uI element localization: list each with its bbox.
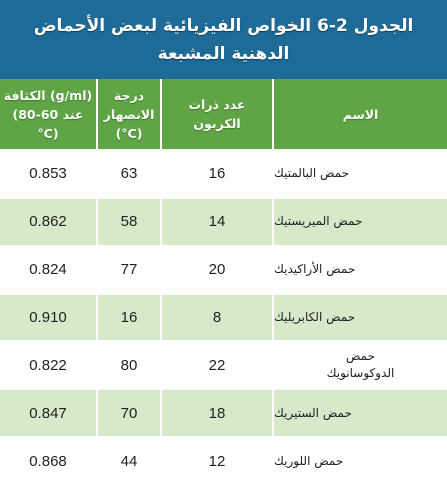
table-cell-name-line1: حمض — [345, 349, 376, 364]
table-cell-density: 0.822 — [0, 342, 98, 391]
table-cell-density: 0.868 — [0, 438, 98, 486]
header-density-line2: (عند 60-80 °C) — [12, 106, 84, 141]
table-cell-name: حمض الكابريليك — [274, 294, 447, 343]
table-cell-carbons: 16 — [162, 151, 274, 199]
table-cell-melting: 16 — [98, 294, 162, 343]
table-title-line2: الدهنية المشبعة — [157, 43, 290, 64]
table-title-line1: الجدول 2-6 الخواص الفيزيائية لبعض الأحما… — [33, 15, 414, 36]
table-cell-carbons: 20 — [162, 246, 274, 295]
header-carbons-line2: الكربون — [193, 116, 241, 131]
table-cell-carbons: 18 — [162, 390, 274, 439]
table-cell-density: 0.862 — [0, 198, 98, 247]
table-cell-carbons: 12 — [162, 438, 274, 486]
table-cell-density: 0.847 — [0, 390, 98, 439]
table-cell-carbons: 22 — [162, 342, 274, 391]
table-cell-melting: 70 — [98, 390, 162, 439]
table-cell-name: حمض الستيريك — [274, 390, 447, 439]
table-cell-melting: 44 — [98, 438, 162, 486]
table-cell-name: حمض الأراكيديك — [274, 246, 447, 295]
table-cell-melting: 77 — [98, 246, 162, 295]
table-cell-density: 0.910 — [0, 294, 98, 343]
header-name: الاسم — [274, 79, 447, 151]
table-cell-name: حمض الميريستيك — [274, 198, 447, 247]
header-carbon-count: عدد ذرات الكربون — [162, 79, 274, 151]
table-cell-carbons: 14 — [162, 198, 274, 247]
header-melting-point: درجة الانصهار (°C) — [98, 79, 162, 151]
table-cell-melting: 63 — [98, 151, 162, 199]
header-carbons-line1: عدد ذرات — [188, 97, 246, 112]
table-cell-density: 0.824 — [0, 246, 98, 295]
table-cell-melting: 80 — [98, 342, 162, 391]
header-name-label: الاسم — [342, 106, 379, 122]
table-cell-name: حمض الدوكوسانويك — [274, 342, 447, 391]
table-cell-density: 0.853 — [0, 151, 98, 199]
table-cell-carbons: 8 — [162, 294, 274, 343]
header-melting-line1: درجة الانصهار — [103, 87, 155, 122]
table-cell-name: حمض البالمتيك — [274, 151, 447, 199]
header-density: الكثافة (g/ml) (عند 60-80 °C) — [0, 79, 98, 151]
header-density-line1: الكثافة (g/ml) — [3, 87, 93, 103]
table-cell-name: حمض اللوريك — [274, 438, 447, 486]
table-cell-name-line2: الدوكوسانويك — [326, 366, 395, 381]
table-cell-melting: 58 — [98, 198, 162, 247]
header-melting-line2: (°C) — [115, 125, 143, 141]
table-grid: الكثافة (g/ml) (عند 60-80 °C) درجة الانص… — [0, 79, 447, 486]
table-title: الجدول 2-6 الخواص الفيزيائية لبعض الأحما… — [0, 0, 447, 79]
